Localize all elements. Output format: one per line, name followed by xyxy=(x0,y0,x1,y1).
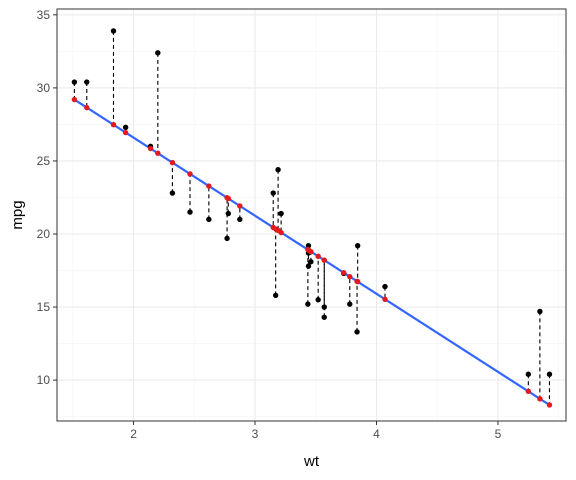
y-tick-label: 15 xyxy=(37,300,51,314)
observed-point xyxy=(354,242,361,249)
observed-point xyxy=(546,371,553,377)
fitted-point xyxy=(305,246,311,253)
y-tick-label: 30 xyxy=(37,81,51,95)
y-tick-label: 10 xyxy=(37,373,51,387)
observed-point xyxy=(525,371,532,377)
fitted-point xyxy=(225,195,231,202)
grid xyxy=(57,9,566,421)
fitted-points xyxy=(71,96,553,408)
x-tick-label: 3 xyxy=(252,427,259,441)
observed-point xyxy=(225,210,231,217)
observed-point xyxy=(237,216,243,223)
fitted-point xyxy=(187,171,193,177)
x-tick-label: 2 xyxy=(130,427,137,441)
observed-point xyxy=(110,28,117,34)
fitted-point xyxy=(347,273,353,280)
fitted-point xyxy=(110,122,117,128)
y-tick-label: 20 xyxy=(37,227,51,241)
observed-point xyxy=(308,259,314,265)
fitted-point xyxy=(237,203,243,209)
observed-point xyxy=(84,79,90,85)
x-axis: 2 3 4 5 xyxy=(130,421,502,441)
fitted-point xyxy=(340,270,347,276)
observed-point xyxy=(305,301,311,307)
fitted-point xyxy=(525,388,532,395)
observed-point xyxy=(122,124,129,131)
plot-panel xyxy=(57,9,566,421)
observed-point xyxy=(382,283,388,290)
y-tick-label: 25 xyxy=(37,154,51,168)
fitted-point xyxy=(354,278,361,285)
observed-point xyxy=(315,297,321,303)
observed-point xyxy=(321,314,327,320)
x-tick-label: 5 xyxy=(495,427,502,441)
observed-point xyxy=(275,167,281,173)
fitted-point xyxy=(537,396,543,402)
observed-point xyxy=(537,308,543,315)
observed-point xyxy=(272,292,279,299)
y-axis: 10 15 20 25 30 35 xyxy=(37,8,57,387)
observed-point xyxy=(270,190,276,196)
fitted-point xyxy=(122,129,129,136)
fitted-point xyxy=(169,159,176,166)
observed-point xyxy=(169,190,176,196)
observed-point xyxy=(187,209,193,215)
fitted-point xyxy=(315,253,321,260)
fitted-point xyxy=(272,226,279,232)
fitted-point xyxy=(321,257,327,263)
fitted-point xyxy=(206,183,212,189)
fitted-point xyxy=(155,150,161,156)
observed-point xyxy=(278,210,284,217)
fitted-point xyxy=(84,104,90,111)
observed-point xyxy=(321,304,327,310)
observed-point xyxy=(224,235,230,242)
observed-point xyxy=(305,263,312,269)
observed-point xyxy=(347,301,353,307)
observed-point xyxy=(354,329,360,335)
x-tick-label: 4 xyxy=(373,427,380,441)
observed-point xyxy=(206,216,212,223)
fitted-point xyxy=(71,96,78,103)
fitted-point xyxy=(546,402,553,408)
fitted-point xyxy=(147,145,154,152)
panel-border xyxy=(56,8,567,422)
y-axis-title: mpg xyxy=(9,200,26,229)
observed-point xyxy=(155,50,161,56)
residual-lines xyxy=(73,30,551,405)
y-tick-label: 35 xyxy=(37,8,51,22)
observed-point xyxy=(71,79,78,85)
fitted-point xyxy=(382,296,388,302)
x-axis-title: wt xyxy=(303,453,320,470)
